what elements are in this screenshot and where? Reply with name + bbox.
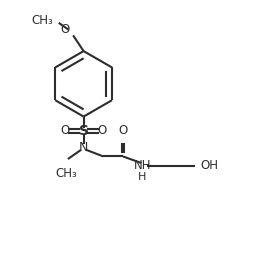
Text: O: O <box>60 23 69 36</box>
Text: OH: OH <box>201 159 219 172</box>
Text: CH₃: CH₃ <box>32 14 54 28</box>
Text: H: H <box>138 172 147 182</box>
Text: O: O <box>98 124 107 138</box>
Text: NH: NH <box>134 159 151 172</box>
Text: S: S <box>79 124 89 138</box>
Text: O: O <box>60 124 69 138</box>
Text: CH₃: CH₃ <box>56 167 78 180</box>
Text: O: O <box>118 124 128 137</box>
Text: N: N <box>79 141 88 154</box>
